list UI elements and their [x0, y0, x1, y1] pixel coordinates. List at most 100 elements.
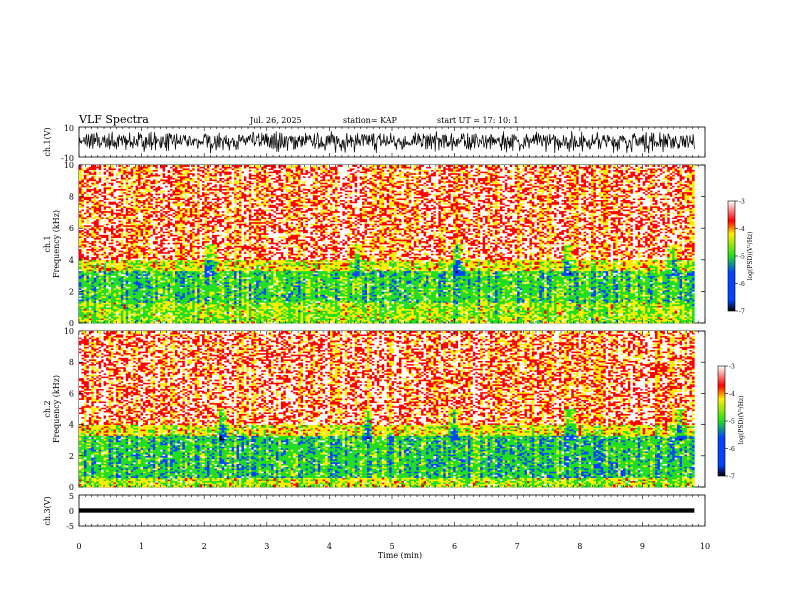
spec-cell	[192, 299, 195, 313]
spec-cell	[187, 259, 191, 262]
spec-cell	[115, 225, 119, 229]
spec-cell	[290, 264, 294, 267]
spec-cell	[120, 308, 124, 311]
spec-cell	[280, 199, 284, 207]
spec-cell	[275, 179, 279, 183]
spec-cell	[86, 255, 90, 261]
spec-cell	[229, 266, 232, 272]
spec-cell	[219, 250, 223, 253]
spec-cell	[115, 288, 119, 299]
spec-cell	[140, 206, 144, 210]
spec-cell	[184, 242, 188, 245]
spec-cell	[268, 311, 272, 316]
spec-cell	[202, 212, 205, 218]
spec-cell	[123, 289, 127, 292]
spec-cell	[165, 272, 168, 275]
spec-cell	[182, 234, 186, 240]
spec-cell	[216, 291, 220, 294]
spec-cell	[226, 187, 230, 193]
spec-cell	[197, 318, 200, 321]
spec-cell	[266, 253, 269, 256]
spec-cell	[175, 267, 178, 272]
spec-cell	[93, 277, 97, 283]
spec-cell	[211, 259, 215, 265]
spec-cell	[263, 315, 267, 322]
spec-cell	[111, 165, 114, 169]
spec-cell	[140, 267, 144, 270]
spec-cell	[93, 248, 97, 251]
spec-cell	[211, 202, 215, 205]
spec-cell	[157, 259, 161, 262]
spec-cell	[246, 182, 250, 185]
spec-cell	[189, 169, 193, 172]
spec-cell	[103, 245, 107, 250]
spec-cell	[234, 299, 237, 302]
spec-cell	[113, 277, 117, 289]
spec-cell	[86, 179, 90, 183]
spec-cell	[106, 288, 109, 294]
spec-cell	[288, 259, 291, 262]
spec-cell	[238, 286, 242, 291]
spec-cell	[206, 168, 210, 171]
spec-cell	[263, 244, 267, 250]
spec-cell	[290, 231, 294, 234]
spec-cell	[202, 283, 205, 286]
spec-cell	[175, 264, 178, 268]
spec-cell	[115, 232, 119, 235]
spec-cell	[143, 264, 146, 267]
spec-cell	[118, 304, 122, 310]
spec-cell	[236, 313, 240, 316]
spec-cell	[273, 318, 277, 321]
spec-cell	[88, 308, 92, 313]
spec-cell	[106, 187, 109, 189]
spec-cell	[165, 185, 168, 188]
spec-cell	[106, 195, 109, 199]
spec-cell	[86, 292, 90, 299]
spec-cell	[143, 209, 146, 212]
spec-cell	[236, 223, 240, 226]
spec-cell	[226, 174, 230, 177]
spec-cell	[194, 262, 198, 272]
spec-cell	[216, 255, 220, 257]
spec-cell	[189, 267, 193, 272]
spec-cell	[177, 220, 181, 224]
spec-cell	[189, 229, 193, 232]
spec-cell	[266, 182, 269, 185]
spec-cell	[143, 255, 146, 257]
spec-cell	[290, 166, 294, 169]
spec-cell	[133, 236, 136, 238]
spec-cell	[293, 305, 296, 308]
spec-cell	[160, 199, 163, 204]
spec-cell	[280, 313, 284, 317]
spec-cell	[91, 221, 95, 224]
spec-cell	[108, 199, 112, 202]
spec-cell	[263, 215, 267, 218]
spec-cell	[234, 168, 237, 172]
spec-cell	[125, 207, 129, 216]
spec-cell	[135, 242, 139, 246]
spec-cell	[152, 274, 156, 276]
spec-cell	[280, 171, 284, 174]
spec-cell	[147, 280, 151, 284]
spec-cell	[229, 207, 232, 210]
spec-cell	[101, 310, 104, 313]
spec-cell	[115, 310, 119, 313]
spec-cell	[229, 255, 232, 259]
spec-cell	[238, 305, 242, 310]
spec-cell	[206, 315, 210, 317]
spec-cell	[147, 256, 151, 261]
spec-cell	[172, 236, 176, 238]
spec-cell	[143, 218, 146, 221]
spec-cell	[253, 291, 257, 294]
spec-cell	[263, 248, 267, 253]
spec-cell	[152, 258, 156, 261]
spec-cell	[96, 247, 99, 250]
spec-cell	[189, 232, 193, 240]
spec-cell	[140, 199, 144, 202]
spec-cell	[229, 212, 232, 216]
spec-cell	[251, 294, 255, 297]
spec-cell	[253, 289, 257, 292]
spec-cell	[256, 245, 259, 248]
spec-cell	[290, 242, 294, 245]
spec-cell	[270, 221, 274, 224]
